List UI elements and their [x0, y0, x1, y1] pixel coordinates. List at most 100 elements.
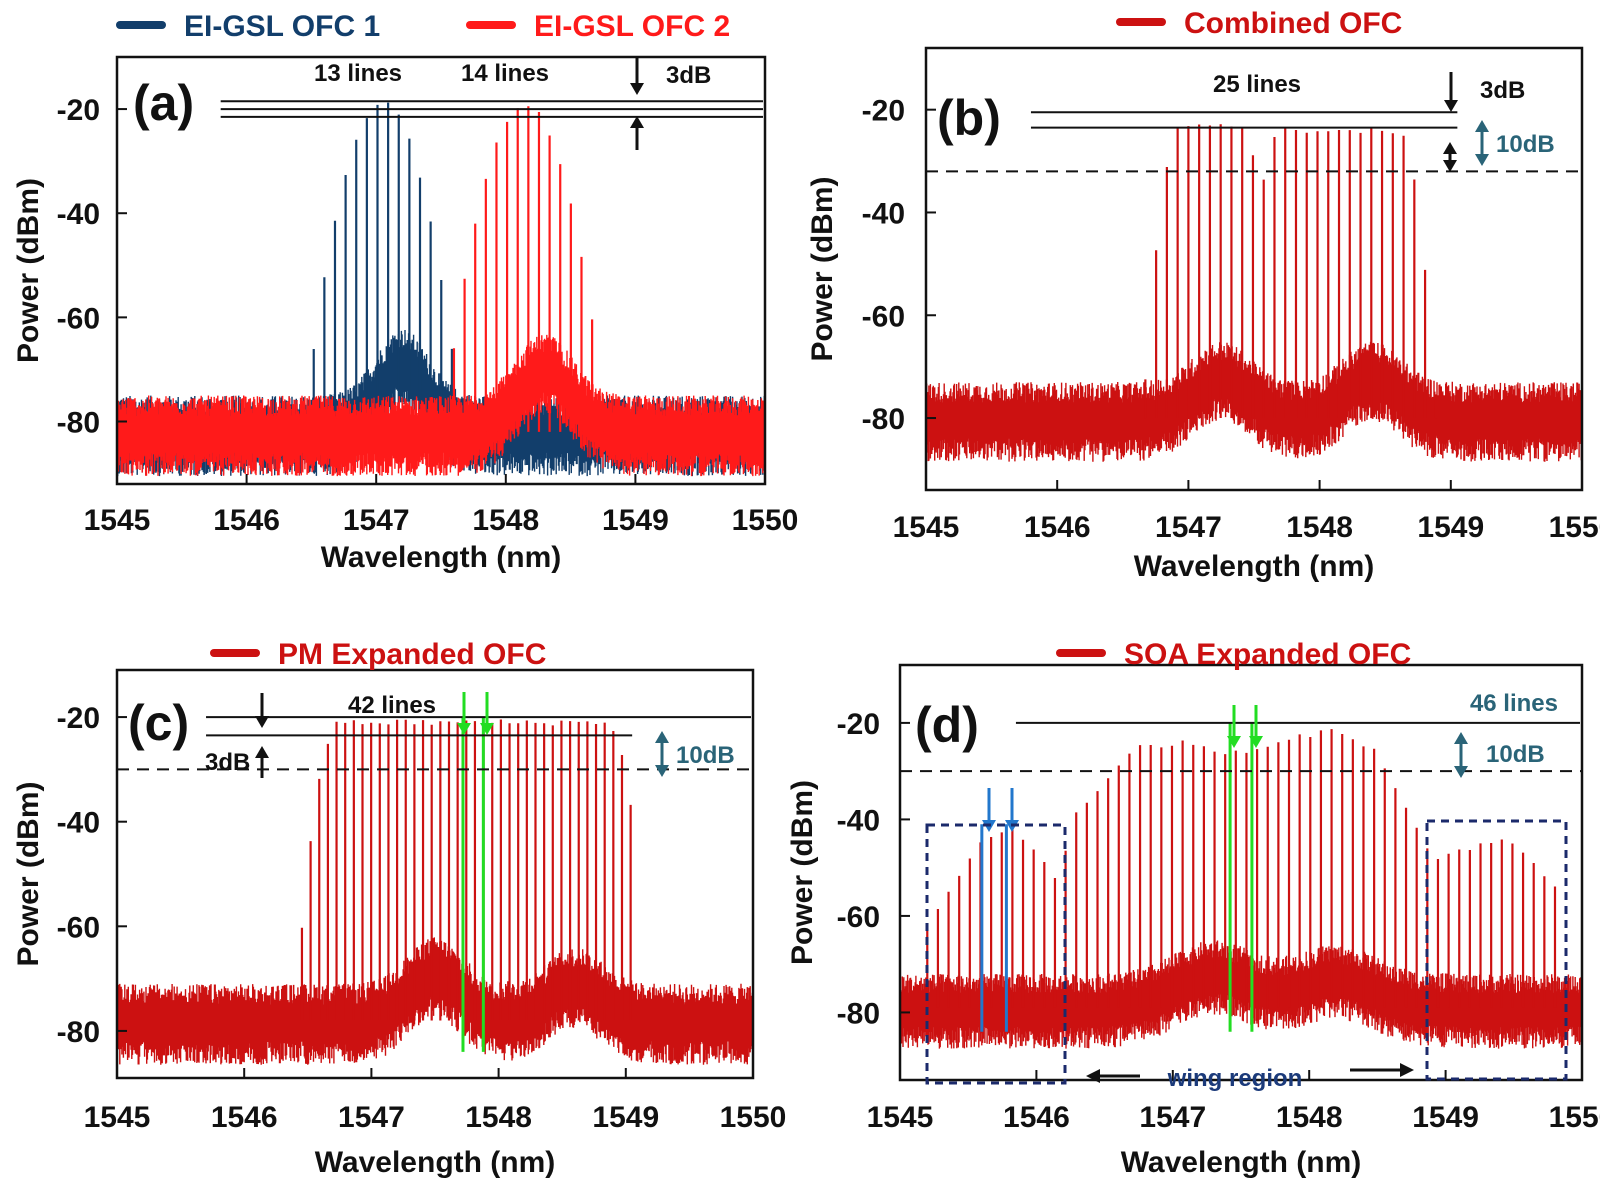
green-arrow-2-head — [1249, 736, 1263, 748]
annotation-lines: 46 lines — [1470, 690, 1558, 717]
x-tick-label: 1549 — [592, 1101, 659, 1134]
annotation-10db: 10dB — [1496, 131, 1555, 158]
arrow-10db-bottom — [1454, 766, 1468, 778]
y-tick-label: -60 — [862, 300, 905, 333]
y-axis-label: Power (dBm) — [806, 176, 839, 361]
x-axis-label: Wavelength (nm) — [1134, 550, 1375, 583]
wing-box-left — [925, 823, 1067, 1085]
y-tick-label: -80 — [57, 407, 100, 440]
panel-letter: (a) — [133, 75, 194, 131]
legend-label: Combined OFC — [1184, 7, 1402, 40]
panel-b: 1545 1546 1547 1548 1549 1550 -20 -40 -60 -80 Wave… — [806, 7, 1600, 583]
panel-a: 1545 1546 1547 1548 1549 1550 -20 -40 -60 -80 Wave… — [12, 10, 798, 574]
panel-letter: (c) — [128, 695, 189, 751]
x-tick-label: 1546 — [213, 504, 280, 537]
y-tick-label: -40 — [57, 198, 100, 231]
y-tick-label: -80 — [837, 997, 880, 1030]
annotation-10db: 10dB — [1486, 741, 1545, 768]
arrow-3db-double-top — [1443, 142, 1457, 154]
x-tick-label: 1549 — [1417, 511, 1484, 544]
arrow-10db-top — [1454, 732, 1468, 744]
arrow-10db-bottom — [655, 765, 669, 777]
plot-frame — [898, 663, 1584, 1082]
x-tick-label: 1548 — [465, 1101, 532, 1134]
x-tick-label: 1547 — [1155, 511, 1222, 544]
plot-frame — [115, 668, 755, 1080]
y-tick-label: -20 — [837, 708, 880, 741]
y-tick-label: -60 — [57, 302, 100, 335]
plot-area — [900, 722, 1582, 1049]
noise-floor — [117, 937, 753, 1065]
green-arrow-2-head — [480, 723, 494, 735]
x-tick-label: 1548 — [1276, 1101, 1343, 1134]
arrow-3db-up-head — [255, 746, 269, 758]
y-tick-label: -80 — [862, 403, 905, 436]
panel-d: 1545 1546 1547 1548 1549 1550 -20 -40 -60 -80 Wave… — [786, 638, 1600, 1179]
arrow-3db-up-head — [630, 116, 644, 128]
x-tick-label: 1549 — [602, 504, 669, 537]
wing-arrow-left-head — [1086, 1069, 1100, 1083]
plot-area — [926, 124, 1582, 462]
y-tick-label: -80 — [57, 1016, 100, 1049]
y-tick-label: -20 — [862, 95, 905, 128]
x-tick-label: 1545 — [84, 504, 151, 537]
x-axis-label: Wavelength (nm) — [1121, 1146, 1362, 1179]
plot-area — [117, 717, 753, 1065]
arrow-10db-top — [655, 731, 669, 743]
x-tick-label: 1546 — [1024, 511, 1091, 544]
x-tick-label: 1550 — [720, 1101, 787, 1134]
x-tick-label: 1547 — [1139, 1101, 1206, 1134]
arrow-3db-down-head — [630, 83, 644, 95]
annotation-lines: 42 lines — [348, 692, 436, 719]
x-tick-label: 1545 — [867, 1101, 934, 1134]
y-axis-label: Power (dBm) — [786, 780, 819, 965]
legend-label: EI-GSL OFC 1 — [184, 10, 380, 43]
green-arrow-1-head — [457, 723, 471, 735]
y-axis-label: Power (dBm) — [12, 178, 45, 363]
y-tick-label: -60 — [57, 911, 100, 944]
annotation-3db: 3dB — [1480, 77, 1525, 104]
y-tick-label: -60 — [837, 901, 880, 934]
x-tick-label: 1545 — [84, 1101, 151, 1134]
legend-label: SOA Expanded OFC — [1124, 638, 1411, 671]
x-tick-label: 1546 — [1003, 1101, 1070, 1134]
annotation-wing-region: wing region — [1167, 1065, 1303, 1092]
legend-label: EI-GSL OFC 2 — [534, 10, 730, 43]
series-1 — [117, 719, 753, 1065]
annotation-lines: 25 lines — [1213, 71, 1301, 98]
x-tick-label: 1550 — [1549, 511, 1600, 544]
wing-box-right — [1425, 819, 1568, 1081]
arrow-3db-double-bottom — [1443, 160, 1457, 172]
legend-label: PM Expanded OFC — [278, 638, 546, 671]
arrow-3db-down-head — [255, 716, 269, 728]
x-tick-label: 1547 — [343, 504, 410, 537]
arrow-10db-bottom — [1475, 154, 1489, 166]
x-axis-label: Wavelength (nm) — [321, 541, 562, 574]
panel-letter: (d) — [915, 697, 979, 753]
panel-c: 1545 1546 1547 1548 1549 1550 -20 -40 -60 -80 Wave… — [12, 638, 786, 1179]
annotation-3db: 3dB — [205, 749, 250, 776]
series-1 — [900, 729, 1582, 1049]
series-1 — [117, 102, 765, 477]
x-tick-label: 1547 — [338, 1101, 405, 1134]
annotation-lines-2: 14 lines — [461, 60, 549, 87]
x-tick-label: 1549 — [1412, 1101, 1479, 1134]
y-tick-label: -40 — [837, 804, 880, 837]
y-axis-label: Power (dBm) — [12, 781, 45, 966]
arrow-3db-down-head — [1444, 100, 1458, 112]
annotation-3db: 3dB — [666, 62, 711, 89]
y-tick-label: -20 — [57, 702, 100, 735]
series-2 — [117, 106, 765, 477]
plot-frame — [115, 55, 767, 486]
wing-arrow-right-head — [1400, 1063, 1414, 1077]
series-1 — [926, 124, 1582, 462]
annotation-10db: 10dB — [676, 742, 735, 769]
x-tick-label: 1548 — [472, 504, 539, 537]
y-tick-label: -40 — [57, 807, 100, 840]
arrow-10db-top — [1475, 120, 1489, 132]
y-tick-label: -20 — [57, 94, 100, 127]
x-tick-label: 1550 — [1549, 1101, 1600, 1134]
y-tick-label: -40 — [862, 197, 905, 230]
x-axis-label: Wavelength (nm) — [315, 1146, 556, 1179]
